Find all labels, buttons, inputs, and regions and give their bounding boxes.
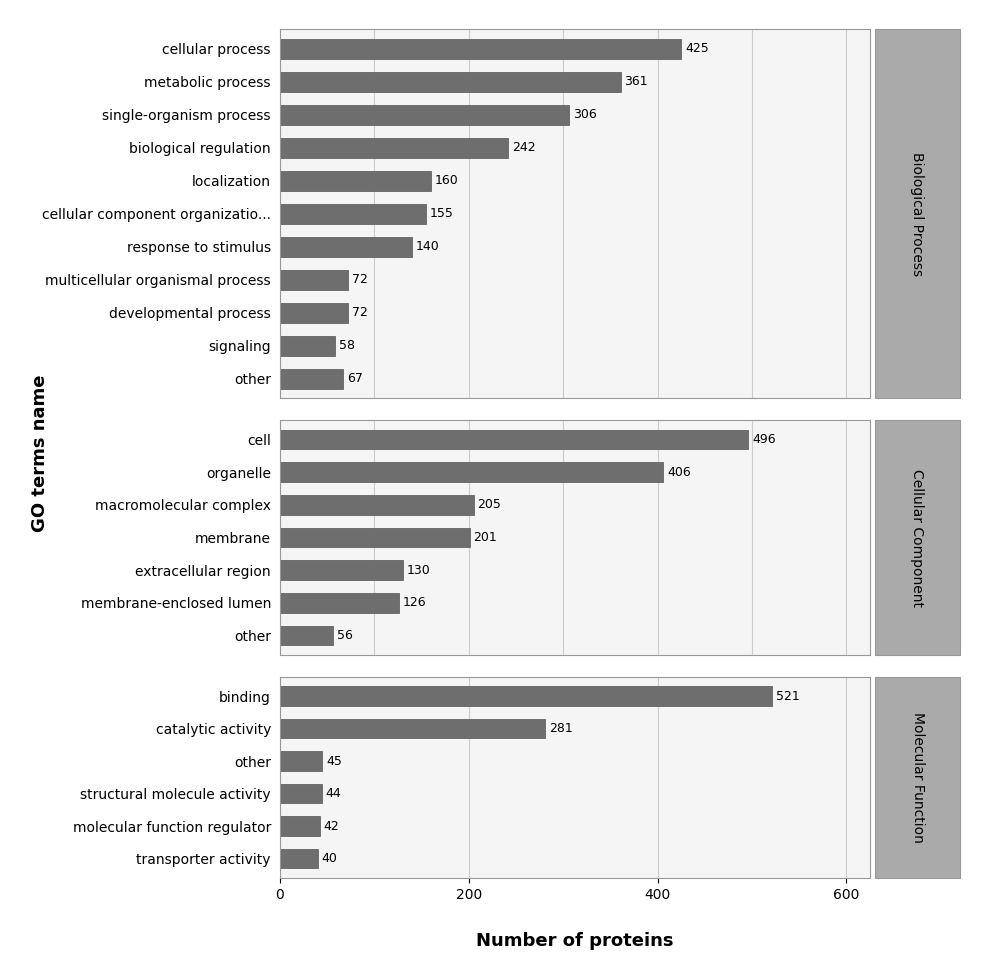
Text: 140: 140 [416,240,440,253]
Bar [280,686,772,705]
Bar [280,593,399,613]
Text: 521: 521 [776,690,799,703]
Bar [280,561,403,580]
Text: 496: 496 [752,433,776,446]
Bar [280,71,621,92]
Text: 160: 160 [435,175,459,187]
Text: 42: 42 [323,819,339,833]
Bar [280,105,569,124]
Text: 58: 58 [339,339,355,352]
Bar [280,719,545,738]
Bar [280,39,681,59]
Bar [280,849,318,869]
Text: 281: 281 [549,722,573,735]
Bar [280,462,663,482]
Text: 126: 126 [403,596,426,609]
Bar [280,495,474,514]
Text: 72: 72 [352,273,368,287]
Bar [280,171,431,191]
Bar [280,625,333,646]
Text: 406: 406 [667,466,691,479]
Text: 72: 72 [352,306,368,319]
Bar [280,369,343,389]
Bar [280,528,470,547]
Text: Number of proteins: Number of proteins [476,932,674,950]
Text: 155: 155 [430,207,454,220]
Text: 361: 361 [625,75,648,88]
Bar [280,816,320,836]
Text: 205: 205 [477,498,501,511]
Text: Cellular Component: Cellular Component [910,469,924,607]
Text: 425: 425 [685,42,709,55]
Text: Molecular Function: Molecular Function [910,712,924,842]
Text: GO terms name: GO terms name [31,374,49,533]
Text: 45: 45 [326,755,342,767]
Bar [280,336,335,355]
Text: 201: 201 [474,531,497,544]
Bar [280,784,322,804]
Bar [280,429,748,450]
Bar [280,303,348,322]
Text: 40: 40 [322,852,337,866]
Text: 56: 56 [337,629,353,642]
Bar [280,138,508,157]
Text: Biological Process: Biological Process [910,152,924,276]
Text: 67: 67 [347,372,363,385]
Text: 306: 306 [573,108,596,122]
Bar [280,752,322,771]
Text: 130: 130 [406,564,430,577]
Bar [280,236,412,257]
Bar [280,270,348,290]
Text: 44: 44 [325,787,341,800]
Text: 242: 242 [512,141,536,154]
Bar [280,204,426,224]
